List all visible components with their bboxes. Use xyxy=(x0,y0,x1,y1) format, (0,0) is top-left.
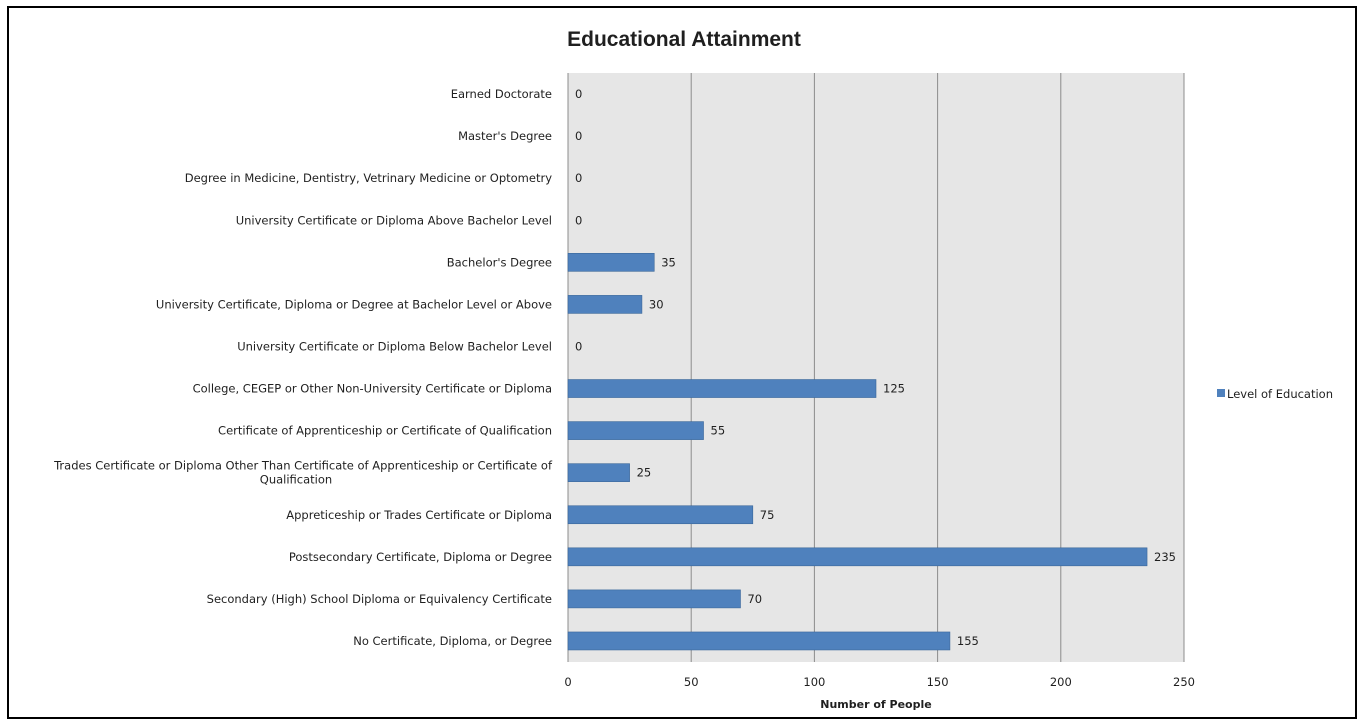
bar xyxy=(567,505,754,525)
category-labels: Earned Doctorate Master's Degree Degree in… xyxy=(53,87,553,648)
category-label: Appreticeship or Trades Certificate or D… xyxy=(286,508,552,522)
category-label: Master's Degree xyxy=(458,129,552,143)
x-tick-label: 150 xyxy=(927,675,949,689)
chart-title: Educational Attainment xyxy=(567,28,801,51)
x-tick-label: 100 xyxy=(803,675,825,689)
value-label: 125 xyxy=(883,382,905,396)
value-label: 155 xyxy=(957,634,979,648)
x-tick-label: 200 xyxy=(1050,675,1072,689)
value-label: 0 xyxy=(575,171,582,185)
value-label: 75 xyxy=(760,508,775,522)
value-label: 30 xyxy=(649,297,664,311)
bar xyxy=(567,295,643,314)
legend-label: Level of Education xyxy=(1227,387,1333,401)
bar xyxy=(567,421,704,440)
bar xyxy=(567,589,741,609)
x-axis-ticks: 0 50 100 150 200 250 xyxy=(564,675,1195,689)
value-labels: 0 0 0 0 35 30 0 125 55 25 75 235 70 155 xyxy=(575,87,1176,648)
category-label: College, CEGEP or Other Non-University C… xyxy=(193,382,552,396)
x-axis-title: Number of People xyxy=(820,698,931,711)
category-label: Degree in Medicine, Dentistry, Vetrinary… xyxy=(185,171,552,185)
legend: Level of Education xyxy=(1217,387,1333,401)
bar xyxy=(567,547,1148,567)
plot-area xyxy=(568,73,1184,662)
category-label: University Certificate or Diploma Above … xyxy=(236,213,552,227)
category-label: University Certificate, Diploma or Degre… xyxy=(156,297,552,311)
value-label: 35 xyxy=(661,255,676,269)
value-label: 55 xyxy=(711,424,726,438)
value-label: 0 xyxy=(575,129,582,143)
category-label: Trades Certificate or Diploma Other Than… xyxy=(53,459,553,487)
bar xyxy=(567,631,951,651)
bar xyxy=(567,463,630,482)
value-label: 0 xyxy=(575,339,582,353)
x-tick-label: 50 xyxy=(684,675,699,689)
x-tick-label: 250 xyxy=(1173,675,1195,689)
value-label: 0 xyxy=(575,213,582,227)
category-label: Postsecondary Certificate, Diploma or De… xyxy=(289,550,552,564)
category-label: Bachelor's Degree xyxy=(447,255,552,269)
legend-swatch xyxy=(1217,389,1225,397)
category-label: Secondary (High) School Diploma or Equiv… xyxy=(207,592,552,606)
value-label: 25 xyxy=(637,466,652,480)
x-tick-label: 0 xyxy=(564,675,571,689)
value-label: 235 xyxy=(1154,550,1176,564)
value-label: 70 xyxy=(747,592,762,606)
bar xyxy=(567,253,655,272)
category-label: University Certificate or Diploma Below … xyxy=(237,339,552,353)
bars xyxy=(567,253,1148,651)
category-label: Certificate of Apprenticeship or Certifi… xyxy=(218,424,552,438)
bar xyxy=(567,379,877,398)
category-label: Earned Doctorate xyxy=(451,87,552,101)
value-label: 0 xyxy=(575,87,582,101)
category-label: No Certificate, Diploma, or Degree xyxy=(353,634,552,648)
